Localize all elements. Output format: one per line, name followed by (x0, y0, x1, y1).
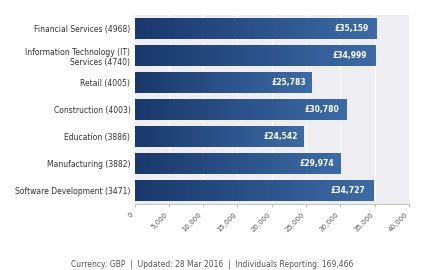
Text: £35,159: £35,159 (334, 24, 368, 33)
Text: £25,783: £25,783 (271, 78, 306, 87)
Text: £24,542: £24,542 (263, 132, 298, 141)
Text: £34,727: £34,727 (331, 186, 365, 195)
Text: £30,780: £30,780 (305, 105, 339, 114)
Text: £34,999: £34,999 (333, 51, 368, 60)
Text: £29,974: £29,974 (299, 159, 334, 168)
Text: Currency: GBP  |  Updated: 28 Mar 2016  |  Individuals Reporting: 169,466: Currency: GBP | Updated: 28 Mar 2016 | I… (71, 260, 353, 269)
